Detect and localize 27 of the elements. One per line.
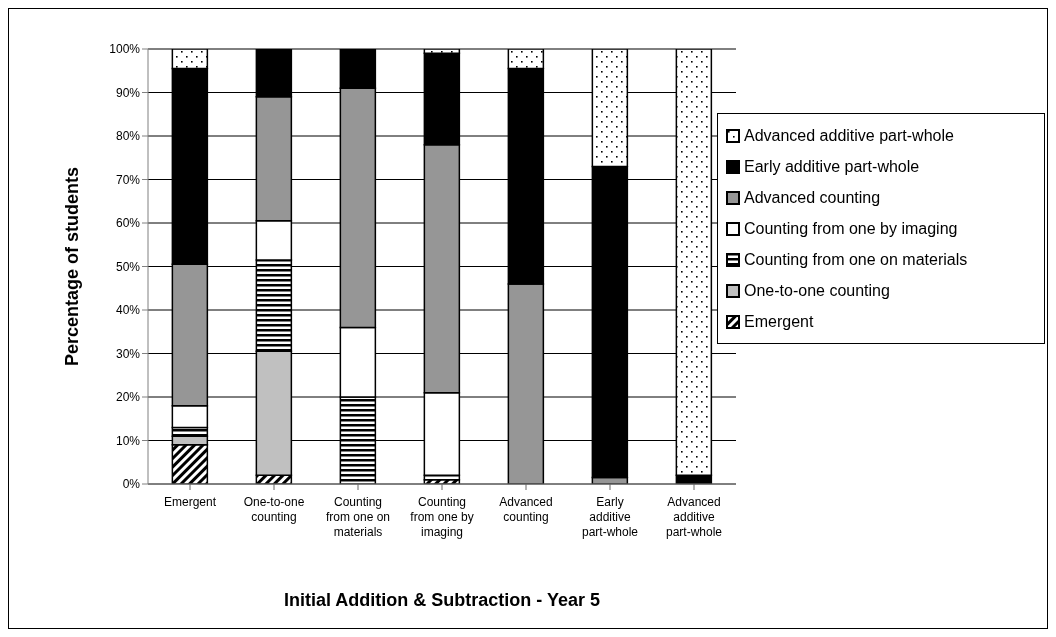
y-tick-label: 0% xyxy=(122,477,141,492)
y-tick-label: 20% xyxy=(115,390,141,405)
y-axis-title: Percentage of students xyxy=(62,166,83,367)
x-tick-label: Early additive part-whole xyxy=(581,495,639,539)
y-tick-label: 80% xyxy=(115,129,141,144)
x-tick-label: Counting from one by imaging xyxy=(410,495,474,539)
y-tick-label: 90% xyxy=(115,85,141,100)
x-tick-label: Advanced additive part-whole xyxy=(665,495,723,539)
legend-label: Advanced additive part-whole xyxy=(744,126,954,145)
y-tick-label: 40% xyxy=(115,303,141,318)
y-tick-label: 50% xyxy=(115,259,141,274)
legend-label: Emergent xyxy=(744,312,814,331)
legend-label: Counting from one by imaging xyxy=(744,219,958,238)
y-tick-label: 30% xyxy=(115,346,141,361)
x-axis-title: Initial Addition & Subtraction - Year 5 xyxy=(283,590,601,610)
x-tick-label: Emergent xyxy=(163,495,217,509)
y-tick-label: 70% xyxy=(115,172,141,187)
x-tick-label: One-to-one counting xyxy=(243,495,305,524)
y-tick-label: 60% xyxy=(115,216,141,231)
y-tick-label: 10% xyxy=(115,433,141,448)
legend-label: Advanced counting xyxy=(744,188,881,207)
x-tick-label: Advanced counting xyxy=(499,495,553,524)
legend-label: Counting from one on materials xyxy=(744,250,968,269)
legend-label: Early additive part-whole xyxy=(744,157,920,176)
x-tick-label: Counting from one on materials xyxy=(325,495,391,539)
y-tick-label: 100% xyxy=(109,42,141,57)
legend-label: One-to-one counting xyxy=(744,281,890,300)
